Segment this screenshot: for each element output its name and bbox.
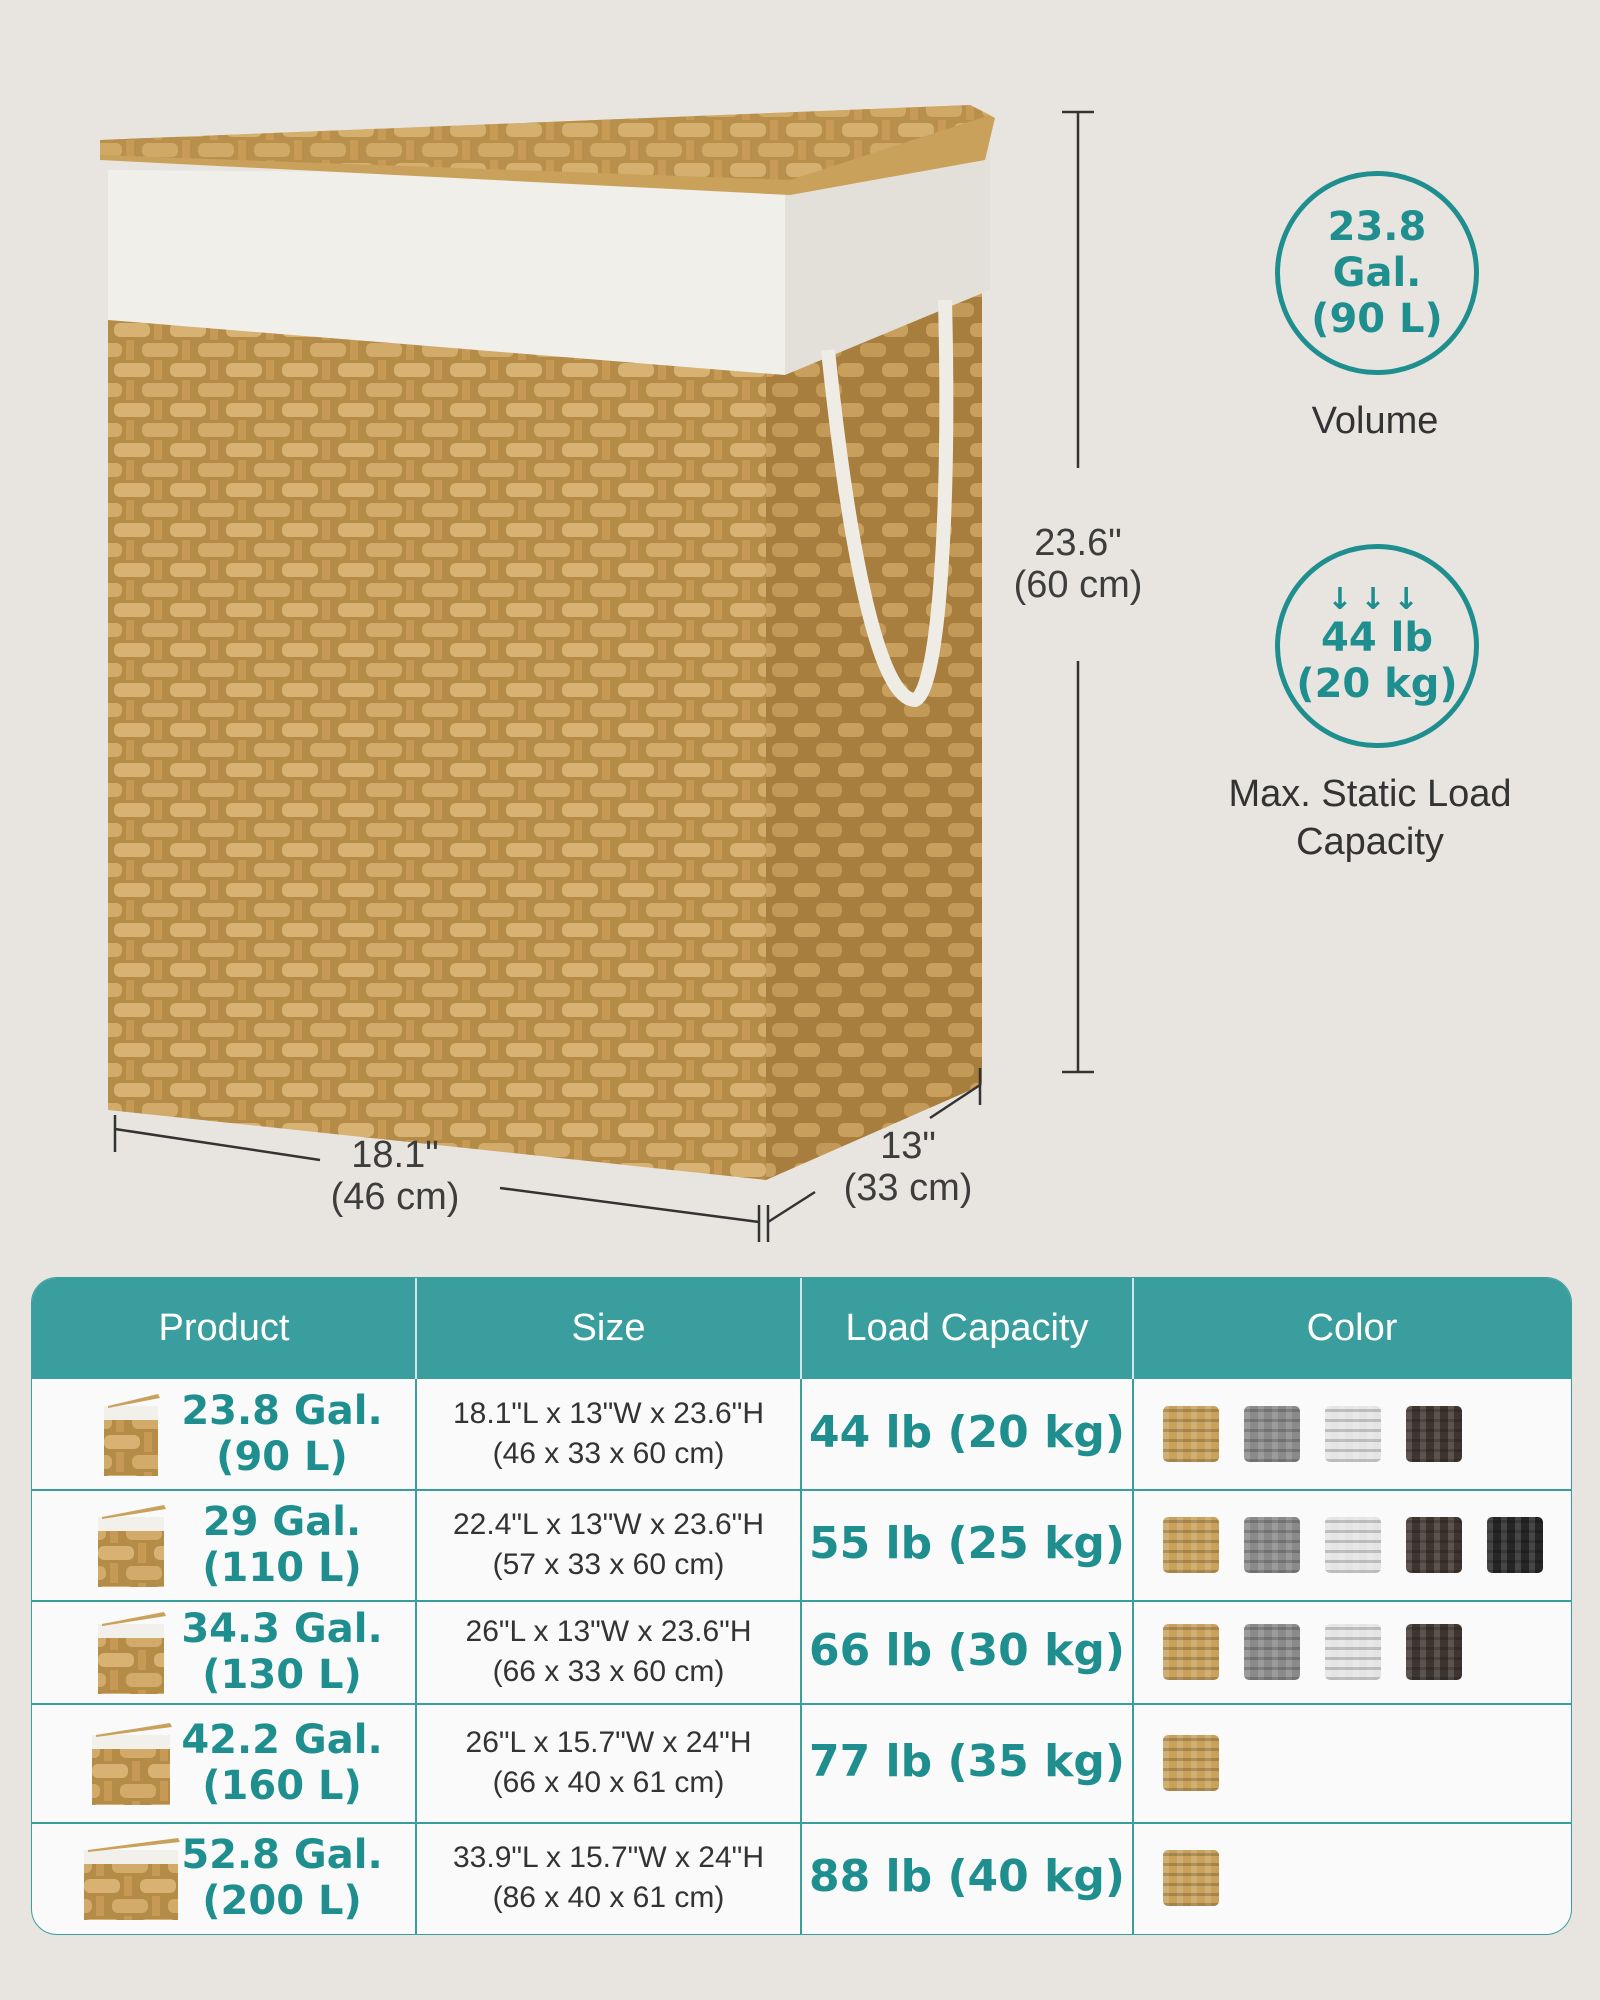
product-size: 22.4"L x 13"W x 23.6"H (57 x 33 x 60 cm) <box>416 1505 801 1585</box>
load-label-line2: Capacity <box>1296 821 1444 863</box>
product-volume: 42.2 Gal. (160 L) <box>162 1717 402 1809</box>
volume-liters: (160 L) <box>202 1762 362 1809</box>
down-arrows-icon: ↓↓↓ <box>1327 582 1427 617</box>
volume-gallons: 23.8 Gal. <box>1327 204 1427 296</box>
volume-gallons: 29 Gal. <box>202 1498 362 1545</box>
product-thumbnail <box>104 1394 160 1476</box>
product-volume: 23.8 Gal. (90 L) <box>162 1388 402 1480</box>
laundry-hamper-image <box>100 105 1094 1242</box>
height-cm: (60 cm) <box>1013 564 1143 606</box>
product-size: 18.1"L x 13"W x 23.6"H (46 x 33 x 60 cm) <box>416 1394 801 1474</box>
width-dimension-label: 18.1" (46 cm) <box>275 1134 515 1218</box>
load-capacity-label: Max. Static Load Capacity <box>1170 770 1570 866</box>
volume-liters: (110 L) <box>202 1544 362 1591</box>
depth-cm: (33 cm) <box>843 1167 973 1209</box>
product-size: 33.9"L x 15.7"W x 24"H (86 x 40 x 61 cm) <box>416 1838 801 1918</box>
size-inches: 22.4"L x 13"W x 23.6"H <box>453 1507 764 1541</box>
size-cm: (86 x 40 x 61 cm) <box>492 1880 725 1914</box>
color-swatch-black[interactable] <box>1487 1516 1543 1573</box>
comparison-table: Product Size Load Capacity Color 23.8 Ga… <box>31 1277 1572 1935</box>
volume-liters: (90 L) <box>216 1434 348 1480</box>
volume-gallons: 34.3 Gal. <box>181 1605 383 1652</box>
color-swatch-gray[interactable] <box>1244 1623 1300 1680</box>
color-swatch-white[interactable] <box>1325 1623 1381 1680</box>
height-dimension-line <box>1062 110 1094 1074</box>
width-inches: 18.1" <box>351 1134 439 1176</box>
color-swatch-brown[interactable] <box>1406 1406 1462 1462</box>
volume-liters: (130 L) <box>202 1651 362 1698</box>
size-inches: 26"L x 13"W x 23.6"H <box>465 1614 752 1648</box>
size-cm: (57 x 33 x 60 cm) <box>492 1547 725 1581</box>
product-thumbnail <box>84 1837 180 1920</box>
depth-dimension-line <box>766 1068 982 1242</box>
load-capacity-badge: ↓↓↓ 44 lb (20 kg) <box>1275 544 1479 748</box>
load-label-line1: Max. Static Load <box>1228 773 1512 815</box>
width-dimension-line <box>113 1115 761 1242</box>
hamper-body <box>100 105 995 1180</box>
size-inches: 18.1"L x 13"W x 23.6"H <box>453 1397 764 1430</box>
product-load-capacity: 66 lb (30 kg) <box>809 1624 1125 1676</box>
size-cm: (66 x 40 x 61 cm) <box>492 1765 725 1799</box>
depth-inches: 13" <box>880 1125 936 1167</box>
volume-badge: 23.8 Gal. (90 L) <box>1275 171 1479 375</box>
color-swatch-brown[interactable] <box>1406 1623 1462 1680</box>
volume-liters: (200 L) <box>202 1877 362 1924</box>
product-size: 26"L x 15.7"W x 24"H (66 x 40 x 61 cm) <box>416 1723 801 1803</box>
product-thumbnail <box>98 1504 166 1587</box>
size-inches: 33.9"L x 15.7"W x 24"H <box>453 1840 764 1874</box>
size-cm: (66 x 33 x 60 cm) <box>492 1654 725 1688</box>
height-dimension-label: 23.6" (60 cm) <box>958 522 1198 606</box>
product-thumbnail <box>98 1611 166 1694</box>
color-swatch-natural[interactable] <box>1163 1849 1219 1906</box>
width-cm: (46 cm) <box>330 1176 460 1218</box>
load-kg: (20 kg) <box>1296 661 1458 707</box>
volume-label: Volume <box>1311 400 1439 442</box>
product-size: 26"L x 13"W x 23.6"H (66 x 33 x 60 cm) <box>416 1612 801 1692</box>
product-load-capacity: 44 lb (20 kg) <box>809 1407 1125 1458</box>
product-load-capacity: 55 lb (25 kg) <box>809 1517 1125 1569</box>
color-swatch-natural[interactable] <box>1163 1734 1219 1791</box>
product-load-capacity: 77 lb (35 kg) <box>809 1735 1125 1787</box>
volume-gallons: 42.2 Gal. <box>181 1716 383 1763</box>
volume-gallons: 23.8 Gal. <box>181 1388 383 1434</box>
load-lb: 44 lb <box>1321 615 1433 661</box>
volume-gallons: 52.8 Gal. <box>181 1831 383 1878</box>
color-swatch-natural[interactable] <box>1163 1406 1219 1462</box>
product-volume: 52.8 Gal. (200 L) <box>162 1832 402 1924</box>
header-color: Color <box>1133 1278 1571 1379</box>
color-swatch-natural[interactable] <box>1163 1623 1219 1680</box>
product-volume: 29 Gal. (110 L) <box>162 1499 402 1591</box>
color-swatch-brown[interactable] <box>1406 1516 1462 1573</box>
product-volume: 34.3 Gal. (130 L) <box>162 1606 402 1698</box>
header-product: Product <box>32 1278 416 1379</box>
color-swatch-gray[interactable] <box>1244 1516 1300 1573</box>
header-size: Size <box>416 1278 801 1379</box>
height-inches: 23.6" <box>1034 522 1122 564</box>
volume-liters: (90 L) <box>1311 296 1443 342</box>
color-swatch-gray[interactable] <box>1244 1406 1300 1462</box>
color-swatch-natural[interactable] <box>1163 1516 1219 1573</box>
color-swatch-white[interactable] <box>1325 1406 1381 1462</box>
product-thumbnail <box>92 1722 172 1805</box>
size-cm: (46 x 33 x 60 cm) <box>492 1437 725 1470</box>
size-inches: 26"L x 15.7"W x 24"H <box>465 1725 752 1759</box>
product-load-capacity: 88 lb (40 kg) <box>809 1850 1125 1902</box>
depth-dimension-label: 13" (33 cm) <box>788 1125 1028 1209</box>
color-swatch-white[interactable] <box>1325 1516 1381 1573</box>
header-load-capacity: Load Capacity <box>801 1278 1133 1379</box>
